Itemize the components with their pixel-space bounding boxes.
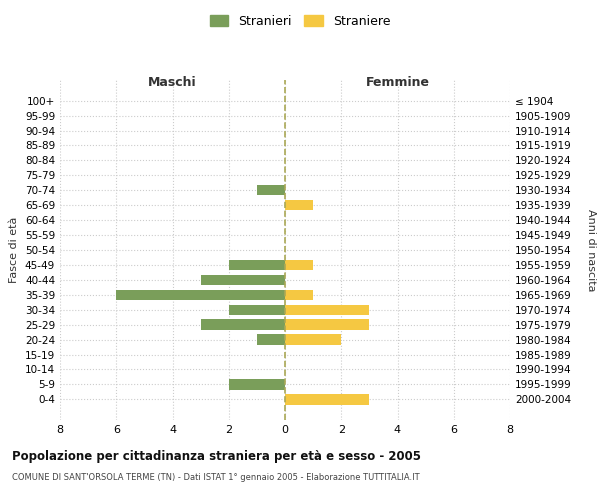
Bar [229,379,285,390]
Bar [285,334,341,345]
Legend: Stranieri, Straniere: Stranieri, Straniere [206,11,394,32]
Y-axis label: Anni di nascita: Anni di nascita [586,208,595,291]
Bar [285,394,370,404]
Bar [116,290,285,300]
Bar [285,290,313,300]
Bar [229,260,285,270]
Text: COMUNE DI SANT'ORSOLA TERME (TN) - Dati ISTAT 1° gennaio 2005 - Elaborazione TUT: COMUNE DI SANT'ORSOLA TERME (TN) - Dati … [12,472,419,482]
Bar [285,200,313,210]
Y-axis label: Fasce di età: Fasce di età [10,217,19,283]
Bar [285,304,370,315]
Bar [229,304,285,315]
Bar [200,320,285,330]
Text: Femmine: Femmine [365,76,430,88]
Bar [257,334,285,345]
Bar [257,185,285,196]
Text: Maschi: Maschi [148,76,197,88]
Bar [285,260,313,270]
Bar [200,274,285,285]
Text: Popolazione per cittadinanza straniera per età e sesso - 2005: Popolazione per cittadinanza straniera p… [12,450,421,463]
Bar [285,320,370,330]
